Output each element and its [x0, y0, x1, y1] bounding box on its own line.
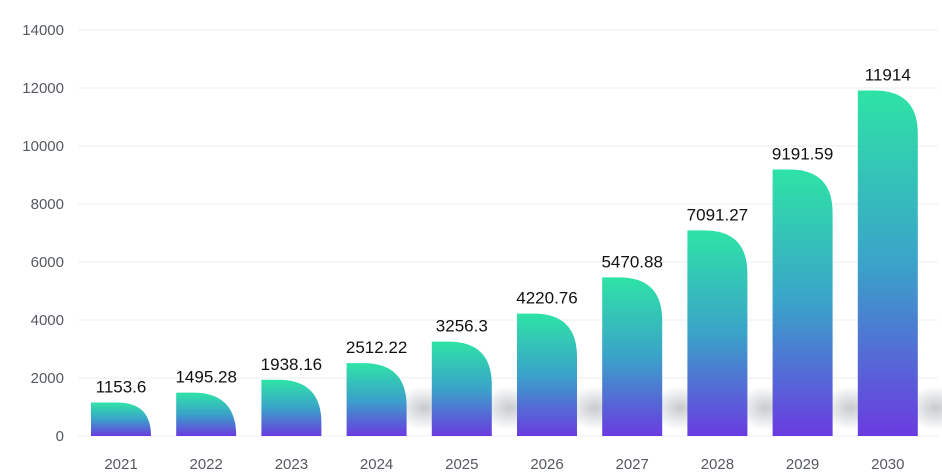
x-tick-label-2021: 2021	[104, 456, 137, 473]
grid-lines	[78, 29, 938, 437]
x-tick-label-2022: 2022	[190, 456, 223, 473]
bar-2024	[346, 363, 407, 436]
x-tick-label-2030: 2030	[871, 456, 904, 473]
bar-2027	[602, 277, 663, 436]
data-label-2027: 5470.88	[601, 252, 662, 271]
x-tick-label-2025: 2025	[445, 456, 478, 473]
x-tick-label-2028: 2028	[701, 456, 734, 473]
data-label-2029: 9191.59	[772, 144, 833, 163]
x-tick-label-2024: 2024	[360, 456, 393, 473]
data-label-2024: 2512.22	[346, 338, 407, 357]
data-label-2028: 7091.27	[687, 205, 748, 224]
y-tick-label-0: 0	[56, 428, 64, 445]
data-label-2022: 1495.28	[175, 368, 236, 387]
x-tick-label-2026: 2026	[530, 456, 563, 473]
bars	[91, 90, 918, 436]
bar-2023	[261, 379, 322, 436]
bar-2028	[687, 230, 748, 436]
data-label-2021: 1153.6	[96, 378, 147, 397]
data-label-2026: 4220.76	[516, 289, 577, 308]
x-axis-ticks: 2021 2022 2023 2024 2025 2026 2027 2028 2029 2030	[104, 456, 904, 473]
y-tick-label-8000: 8000	[31, 196, 64, 213]
bar-2025	[431, 341, 492, 436]
x-tick-label-2029: 2029	[786, 456, 819, 473]
y-tick-label-12000: 12000	[22, 80, 64, 97]
y-tick-label-6000: 6000	[31, 254, 64, 271]
data-label-2023: 1938.16	[261, 355, 322, 374]
y-tick-label-4000: 4000	[31, 312, 64, 329]
data-label-2030: 11914	[865, 65, 911, 84]
bar-2021	[91, 402, 151, 436]
bar-2029	[772, 169, 833, 436]
bar-2026	[517, 313, 577, 436]
y-tick-label-10000: 10000	[22, 138, 64, 155]
data-label-2025: 3256.3	[436, 317, 488, 336]
bar-2030	[857, 90, 918, 436]
y-tick-label-14000: 14000	[22, 22, 64, 39]
y-tick-label-2000: 2000	[31, 370, 64, 387]
x-tick-label-2027: 2027	[616, 456, 649, 473]
x-tick-label-2023: 2023	[275, 456, 308, 473]
y-axis-ticks: 0 2000 4000 6000 8000 10000 12000 14000	[22, 22, 64, 445]
data-labels: 1153.6 1495.28 1938.16 2512.22 3256.3 4220.76…	[96, 65, 911, 396]
bar-2022	[176, 392, 237, 436]
